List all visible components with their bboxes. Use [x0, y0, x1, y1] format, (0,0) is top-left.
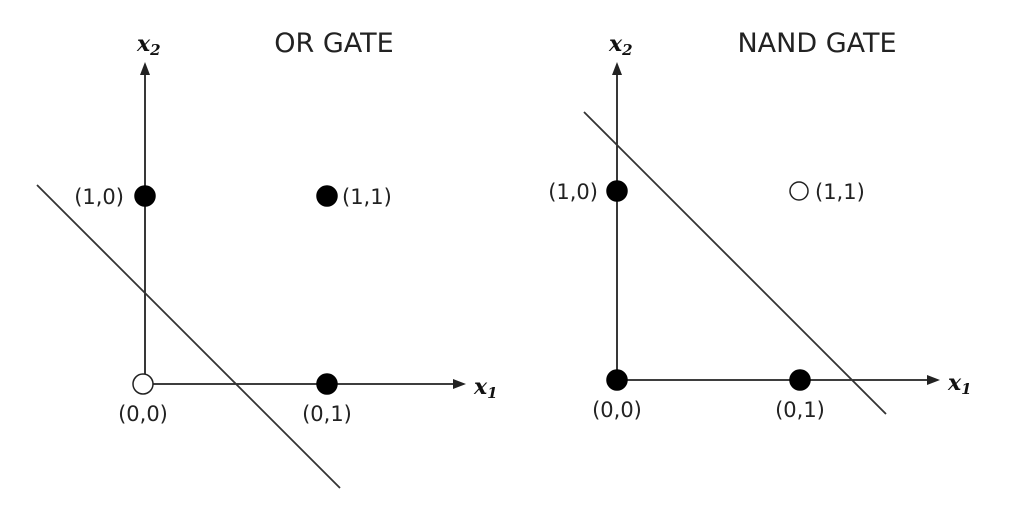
nand-gate-panel: NAND GATE x2 x1 (0,0) (0,1) (1,0) (1,1): [548, 28, 971, 422]
nand-x-axis-arrow: [927, 375, 940, 385]
nand-y-axis-sub: 2: [621, 41, 632, 59]
nand-point-1-1-label: (1,1): [815, 180, 865, 204]
or-x-axis-var: x: [473, 374, 488, 400]
or-point-1-0: [134, 185, 156, 207]
nand-point-0-0-label: (0,0): [592, 398, 642, 422]
or-x-axis-arrow: [453, 379, 466, 389]
or-point-1-0-label: (1,0): [74, 185, 124, 209]
nand-point-1-0-label: (1,0): [548, 180, 598, 204]
or-y-axis-label: x2: [136, 31, 161, 59]
nand-x-axis-label: x1: [947, 370, 972, 398]
nand-y-axis-var: x: [608, 31, 623, 57]
or-decision-boundary: [36, 184, 341, 489]
or-point-0-0: [132, 373, 154, 395]
nand-point-0-1: [789, 369, 811, 391]
or-x-axis-label: x1: [473, 374, 498, 402]
nand-point-1-1: [789, 181, 809, 201]
nand-x-axis-var: x: [947, 370, 962, 396]
or-point-0-0-label: (0,0): [118, 402, 168, 426]
or-gate-title: OR GATE: [274, 28, 393, 59]
or-y-axis-var: x: [136, 31, 151, 57]
or-point-0-1-label: (0,1): [302, 402, 352, 426]
or-gate-panel: OR GATE x2 x1 (0,0) (0,1) (1,0) (1,1): [36, 28, 498, 489]
or-y-axis-sub: 2: [149, 41, 160, 59]
nand-y-axis-label: x2: [608, 31, 633, 59]
or-point-1-1-label: (1,1): [342, 185, 392, 209]
nand-x-axis-sub: 1: [961, 380, 971, 398]
nand-point-0-0: [606, 369, 628, 391]
nand-y-axis-arrow: [612, 62, 622, 75]
nand-decision-boundary: [583, 111, 887, 415]
or-point-1-1: [316, 185, 338, 207]
or-point-0-1: [316, 373, 338, 395]
or-y-axis-arrow: [140, 62, 150, 75]
nand-gate-title: NAND GATE: [737, 28, 896, 59]
or-x-axis-sub: 1: [487, 384, 497, 402]
nand-point-1-0: [606, 180, 628, 202]
nand-point-0-1-label: (0,1): [775, 398, 825, 422]
